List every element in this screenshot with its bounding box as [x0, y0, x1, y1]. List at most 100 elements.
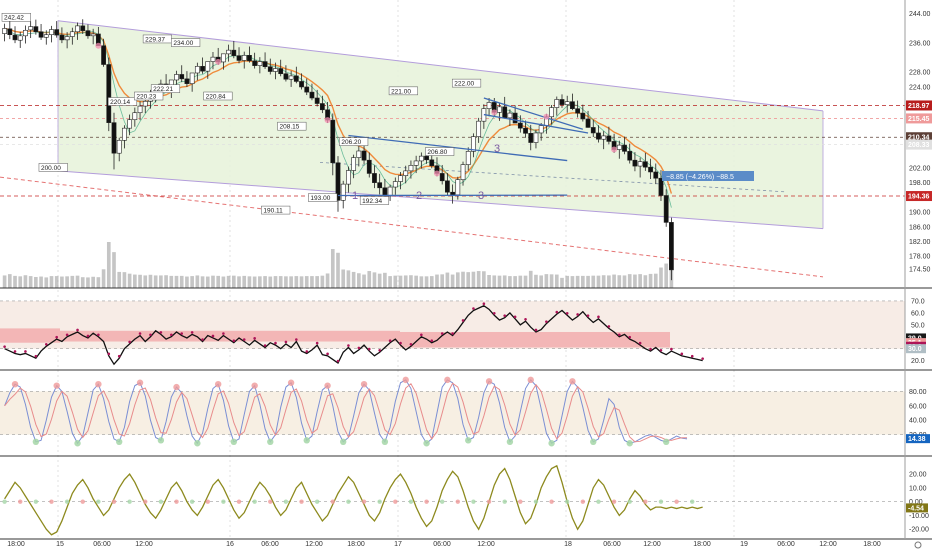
candle-body[interactable] — [23, 29, 28, 37]
candle-body[interactable] — [189, 72, 195, 84]
momentum-line[interactable] — [4, 464, 703, 536]
candle-body[interactable] — [184, 78, 190, 84]
signal-marker[interactable] — [491, 109, 498, 116]
sma-line[interactable] — [4, 28, 672, 208]
candle-body[interactable] — [309, 91, 315, 99]
candle-body[interactable] — [538, 125, 544, 134]
candle-body[interactable] — [340, 183, 346, 201]
candle-body[interactable] — [299, 81, 304, 88]
candle-body[interactable] — [460, 164, 466, 180]
candle-body[interactable] — [351, 157, 357, 171]
candle-body[interactable] — [33, 26, 39, 33]
candle-body[interactable] — [549, 107, 554, 118]
lower-projection-line[interactable] — [0, 176, 824, 278]
candle-body[interactable] — [418, 155, 424, 162]
candle-body[interactable] — [559, 99, 565, 105]
candle-body[interactable] — [408, 165, 414, 172]
rsi-line[interactable] — [4, 304, 703, 366]
candle-body[interactable] — [262, 61, 268, 68]
candle-body[interactable] — [445, 180, 450, 193]
candle-body[interactable] — [75, 25, 80, 33]
candle-body[interactable] — [366, 159, 372, 174]
candle-body[interactable] — [580, 112, 586, 120]
signal-marker[interactable] — [215, 58, 222, 65]
candle-body[interactable] — [179, 74, 185, 80]
candle-body[interactable] — [38, 31, 44, 38]
candle-body[interactable] — [564, 101, 570, 105]
channel-upper-line[interactable] — [57, 20, 824, 112]
candle-body[interactable] — [387, 186, 393, 197]
candle-body[interactable] — [424, 155, 429, 161]
trend-line-upper[interactable] — [348, 134, 568, 162]
candle-body[interactable] — [382, 187, 388, 197]
candle-body[interactable] — [335, 162, 341, 201]
candle-body[interactable] — [293, 75, 299, 82]
candle-body[interactable] — [283, 73, 289, 80]
price-panel[interactable]: 242.42200.00229.37234.00220.14222.21220.… — [0, 0, 905, 538]
stoch-d-line[interactable] — [4, 382, 688, 443]
candle-body[interactable] — [585, 118, 591, 128]
candle-body[interactable] — [450, 191, 455, 196]
candle-body[interactable] — [101, 45, 106, 65]
candle-body[interactable] — [106, 64, 112, 123]
time-axis[interactable]: 18:00 15 06:00 12:00 16 06:00 12:00 18:00 17 06:0… — [7, 541, 881, 548]
candle-body[interactable] — [80, 25, 86, 31]
candle-body[interactable] — [648, 166, 653, 173]
candle-body[interactable] — [137, 105, 143, 114]
candle-body[interactable] — [601, 135, 607, 140]
candle-body[interactable] — [663, 195, 669, 223]
candle-body[interactable] — [476, 120, 482, 137]
candle-body[interactable] — [512, 112, 518, 124]
candle-body[interactable] — [533, 132, 539, 143]
candle-body[interactable] — [2, 28, 7, 34]
candle-body[interactable] — [637, 161, 643, 167]
candle-body[interactable] — [7, 28, 13, 36]
candle-body[interactable] — [236, 55, 242, 61]
candle-body[interactable] — [49, 29, 54, 36]
candle-body[interactable] — [622, 144, 627, 152]
signal-marker[interactable] — [324, 117, 331, 124]
signal-marker[interactable] — [433, 170, 440, 177]
candle-body[interactable] — [517, 122, 523, 129]
price-scale-settings-icon[interactable] — [914, 541, 922, 549]
candle-body[interactable] — [54, 29, 60, 36]
candle-body[interactable] — [132, 112, 138, 121]
candle-body[interactable] — [221, 53, 226, 63]
candle-body[interactable] — [12, 34, 18, 41]
candle-body[interactable] — [361, 150, 367, 161]
candle-body[interactable] — [403, 170, 409, 176]
candle-body[interactable] — [346, 170, 351, 185]
candle-body[interactable] — [194, 66, 200, 74]
candle-body[interactable] — [465, 151, 471, 165]
signal-marker[interactable] — [543, 113, 550, 120]
candle-body[interactable] — [174, 74, 179, 81]
candle-body[interactable] — [252, 60, 258, 66]
measure-box[interactable] — [662, 171, 754, 181]
candle-body[interactable] — [372, 173, 377, 183]
candle-body[interactable] — [392, 181, 398, 188]
candle-body[interactable] — [241, 55, 247, 61]
candle-body[interactable] — [304, 86, 310, 93]
signal-marker[interactable] — [611, 146, 618, 153]
candle-body[interactable] — [210, 56, 216, 62]
candle-body[interactable] — [111, 122, 117, 154]
candle-body[interactable] — [205, 61, 211, 72]
candle-body[interactable] — [486, 102, 492, 109]
flag-upper-line[interactable] — [483, 97, 584, 130]
candle-body[interactable] — [85, 30, 91, 37]
candle-body[interactable] — [502, 106, 508, 119]
candle-body[interactable] — [627, 151, 633, 161]
candle-body[interactable] — [523, 127, 528, 134]
candle-body[interactable] — [267, 66, 273, 72]
candle-body[interactable] — [319, 103, 325, 111]
candle-body[interactable] — [226, 49, 231, 55]
candle-body[interactable] — [669, 222, 674, 271]
candle-body[interactable] — [231, 49, 237, 56]
candle-body[interactable] — [257, 61, 263, 66]
rsi-panel[interactable] — [0, 300, 905, 366]
candle-body[interactable] — [64, 36, 70, 41]
candle-body[interactable] — [69, 31, 75, 37]
candle-body[interactable] — [658, 177, 664, 196]
candle-body[interactable] — [653, 171, 659, 179]
candle-body[interactable] — [528, 133, 534, 143]
